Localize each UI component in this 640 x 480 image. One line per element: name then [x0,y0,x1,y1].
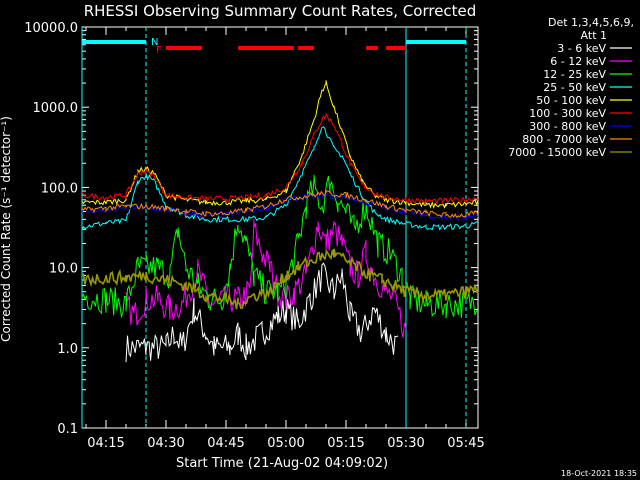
legend-label: 50 - 100 keV [536,94,606,107]
x-axis-label: Start Time (21-Aug-02 04:09:02) [176,456,388,471]
x-tick-label: 04:30 [147,436,184,451]
x-tick-label: 04:15 [87,436,124,451]
chart-title: RHESSI Observing Summary Count Rates, Co… [84,2,477,20]
legend-label: 25 - 50 keV [543,81,606,94]
timestamp-footer: 18-Oct-2021 18:35 [561,469,637,478]
series-line-25-50- [81,126,479,231]
series-line-50-100- [81,80,479,209]
series-line-7000-15000- [81,248,479,310]
x-tick-label: 04:45 [207,436,244,451]
y-axis-label: Corrected Count Rate (s⁻¹ detector⁻¹) [0,116,13,342]
flare-flag-label: F [156,45,162,56]
y-tick-label: 10000.0 [24,21,78,36]
y-tick-label: 1.0 [57,342,78,357]
y-tick-label: 0.1 [57,422,78,437]
y-tick-label: 1000.0 [33,101,79,116]
series-line-6-12- [125,218,407,338]
series-layer [81,80,479,363]
x-tick-label: 05:45 [447,436,484,451]
flag-layer: NF [81,27,467,428]
night-flag-label: N [151,37,158,48]
x-tick-label: 05:00 [267,436,304,451]
legend-label: 6 - 12 keV [550,55,606,68]
legend-header-detectors: Det 1,3,4,5,6,9, [548,16,634,29]
y-tick-label: 10.0 [49,262,78,277]
y-tick-label: 100.0 [41,181,78,196]
legend-label: 300 - 800 keV [529,120,606,133]
series-line-100-300- [81,113,479,205]
legend-label: 100 - 300 keV [529,107,606,120]
series-line-800-7000- [81,189,479,219]
x-tick-label: 05:30 [387,436,424,451]
legend-label: 7000 - 15000 keV [508,146,606,159]
legend-label: 3 - 6 keV [557,42,606,55]
legend-header-attenuator: Att 1 [581,29,607,42]
y-axis: 0.1 1.0 10.0 100.0 1000.0 10000.0 [24,21,478,437]
series-line-3-6- [125,262,399,363]
legend-label: 800 - 7000 keV [522,133,606,146]
legend-label: 12 - 25 keV [543,68,606,81]
x-tick-label: 05:15 [327,436,364,451]
series-line-12-25- [81,174,479,319]
